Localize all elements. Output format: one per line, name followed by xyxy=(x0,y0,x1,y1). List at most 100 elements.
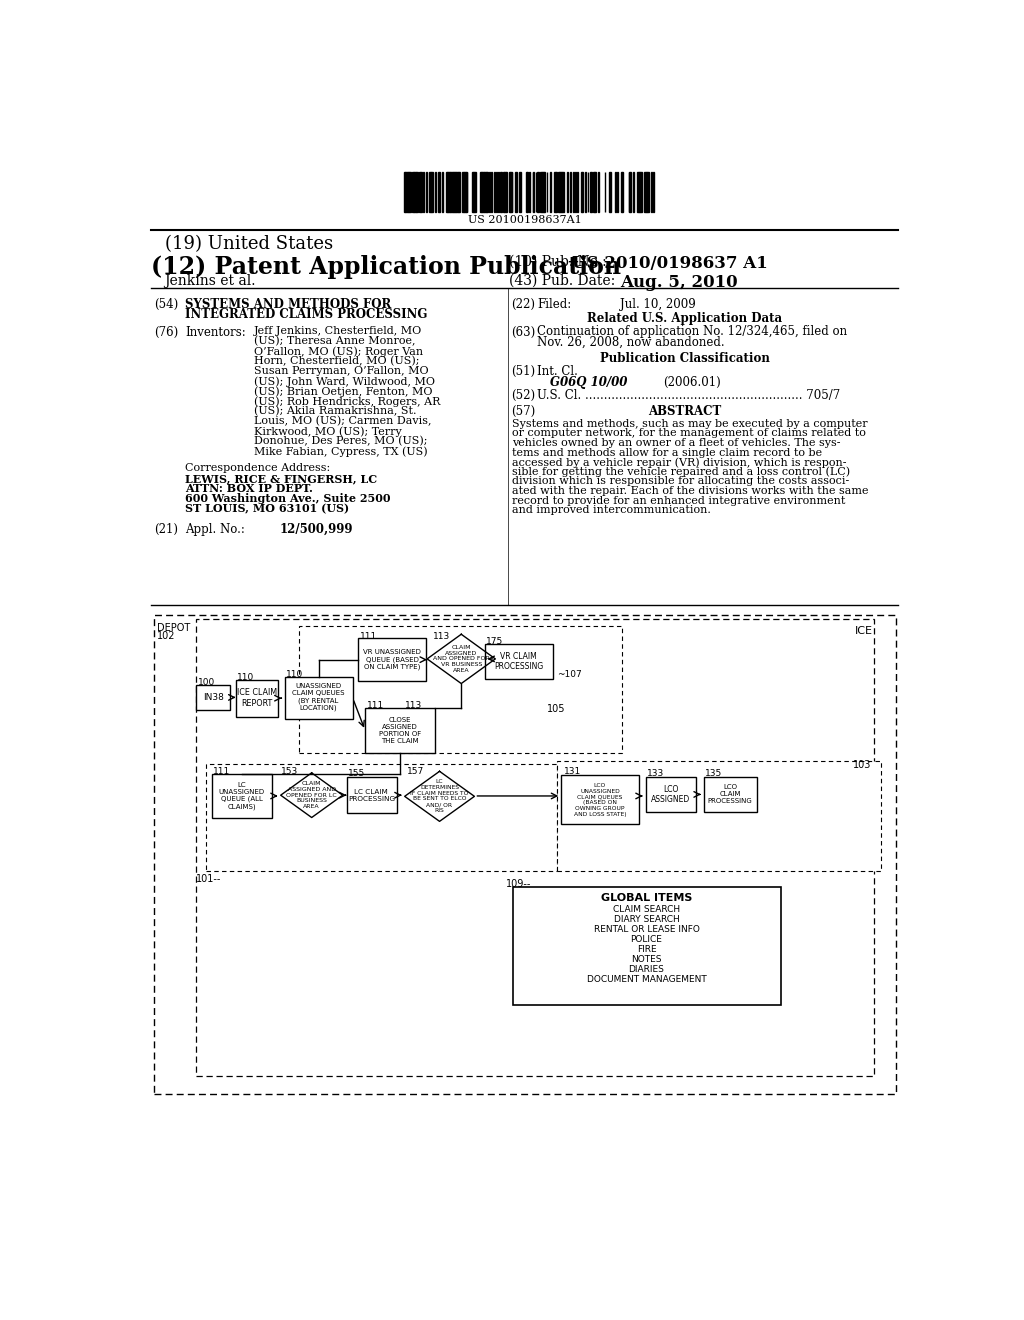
Text: NOTES: NOTES xyxy=(631,954,662,964)
FancyBboxPatch shape xyxy=(557,762,881,871)
Bar xyxy=(630,173,631,213)
Text: (19) United States: (19) United States xyxy=(165,235,334,253)
Text: ABSTRACT: ABSTRACT xyxy=(648,405,721,418)
Text: and improved intercommunication.: and improved intercommunication. xyxy=(512,506,711,515)
Bar xyxy=(509,173,510,213)
Text: (22): (22) xyxy=(512,298,536,310)
Text: (51): (51) xyxy=(512,364,536,378)
Bar xyxy=(490,173,493,213)
Bar xyxy=(456,173,458,213)
Text: LCO
CLAIM
PROCESSING: LCO CLAIM PROCESSING xyxy=(708,784,753,804)
Text: (2006.01): (2006.01) xyxy=(663,376,721,388)
Bar xyxy=(474,173,476,213)
Text: Nov. 26, 2008, now abandoned.: Nov. 26, 2008, now abandoned. xyxy=(538,335,725,348)
Text: 133: 133 xyxy=(647,770,665,777)
Text: 600 Washington Ave., Suite 2500: 600 Washington Ave., Suite 2500 xyxy=(185,494,391,504)
Text: Jenkins et al.: Jenkins et al. xyxy=(164,275,255,288)
Text: (US); Brian Oetjen, Fenton, MO: (US); Brian Oetjen, Fenton, MO xyxy=(254,387,432,397)
Bar xyxy=(559,173,560,213)
Text: Aug. 5, 2010: Aug. 5, 2010 xyxy=(621,275,737,290)
Text: (57): (57) xyxy=(512,405,536,418)
Bar xyxy=(403,173,406,213)
FancyBboxPatch shape xyxy=(484,644,553,678)
Bar xyxy=(482,173,483,213)
Text: LC
UNASSIGNED
QUEUE (ALL
CLAIMS): LC UNASSIGNED QUEUE (ALL CLAIMS) xyxy=(219,781,265,810)
Text: 102: 102 xyxy=(158,631,176,642)
Text: 12/500,999: 12/500,999 xyxy=(280,523,352,536)
Text: sible for getting the vehicle repaired and a loss control (LC): sible for getting the vehicle repaired a… xyxy=(512,467,850,478)
Text: ICE CLAIM
REPORT: ICE CLAIM REPORT xyxy=(237,689,276,708)
Text: 111: 111 xyxy=(213,767,230,776)
Text: IN38: IN38 xyxy=(203,693,223,702)
Text: (US); Rob Hendricks, Rogers, AR: (US); Rob Hendricks, Rogers, AR xyxy=(254,396,440,407)
FancyBboxPatch shape xyxy=(212,775,272,817)
Bar xyxy=(554,173,556,213)
Text: VR UNASSIGNED
QUEUE (BASED
ON CLAIM TYPE): VR UNASSIGNED QUEUE (BASED ON CLAIM TYPE… xyxy=(364,649,421,671)
Text: O’Fallon, MO (US); Roger Van: O’Fallon, MO (US); Roger Van xyxy=(254,346,423,356)
Text: 103: 103 xyxy=(853,760,871,770)
Bar xyxy=(473,173,474,213)
Text: GLOBAL ITEMS: GLOBAL ITEMS xyxy=(601,892,692,903)
FancyBboxPatch shape xyxy=(236,680,279,717)
Bar xyxy=(438,173,439,213)
Text: 110: 110 xyxy=(286,669,303,678)
FancyBboxPatch shape xyxy=(561,775,639,825)
Bar xyxy=(518,173,521,213)
Text: INTEGRATED CLAIMS PROCESSING: INTEGRATED CLAIMS PROCESSING xyxy=(185,308,428,321)
Text: 110: 110 xyxy=(238,673,255,681)
Text: Susan Perryman, O’Fallon, MO: Susan Perryman, O’Fallon, MO xyxy=(254,367,428,376)
Bar xyxy=(640,173,642,213)
Text: DIARIES: DIARIES xyxy=(629,965,665,974)
Text: 105: 105 xyxy=(547,704,566,714)
Text: DIARY SEARCH: DIARY SEARCH xyxy=(613,915,679,924)
Bar xyxy=(609,173,611,213)
Text: DEPOT: DEPOT xyxy=(158,623,190,634)
Bar xyxy=(647,173,649,213)
Polygon shape xyxy=(427,635,496,684)
Polygon shape xyxy=(404,771,474,821)
Text: LCO
UNASSIGNED
CLAIM QUEUES
(BASED ON
OWNING GROUP
AND LOSS STATE): LCO UNASSIGNED CLAIM QUEUES (BASED ON OW… xyxy=(573,783,627,817)
Text: SYSTEMS AND METHODS FOR: SYSTEMS AND METHODS FOR xyxy=(185,298,391,310)
Text: vehicles owned by an owner of a fleet of vehicles. The sys-: vehicles owned by an owner of a fleet of… xyxy=(512,438,840,447)
Text: US 20100198637A1: US 20100198637A1 xyxy=(468,215,582,226)
Text: Donohue, Des Peres, MO (US);: Donohue, Des Peres, MO (US); xyxy=(254,437,427,446)
Text: LC
DETERMINES
IF CLAIM NEEDS TO
BE SENT TO ELCO
AND/ OR
RIS: LC DETERMINES IF CLAIM NEEDS TO BE SENT … xyxy=(411,779,469,813)
FancyBboxPatch shape xyxy=(646,777,696,812)
Text: Jul. 10, 2009: Jul. 10, 2009 xyxy=(621,298,696,310)
Bar xyxy=(446,173,449,213)
Text: accessed by a vehicle repair (VR) division, which is respon-: accessed by a vehicle repair (VR) divisi… xyxy=(512,457,846,467)
Text: VR CLAIM
PROCESSING: VR CLAIM PROCESSING xyxy=(494,652,543,671)
Bar xyxy=(464,173,466,213)
Text: Filed:: Filed: xyxy=(538,298,571,310)
Text: FIRE: FIRE xyxy=(637,945,656,953)
Bar xyxy=(504,173,506,213)
Text: (43) Pub. Date:: (43) Pub. Date: xyxy=(509,275,615,288)
Text: 175: 175 xyxy=(486,638,504,647)
Text: 113: 113 xyxy=(404,701,422,710)
Text: CLAIM
ASSIGNED AND
OPENED FOR LC
BUSINESS
AREA: CLAIM ASSIGNED AND OPENED FOR LC BUSINES… xyxy=(287,781,337,809)
FancyBboxPatch shape xyxy=(703,777,757,812)
Bar xyxy=(429,173,431,213)
Text: Kirkwood, MO (US); Terry: Kirkwood, MO (US); Terry xyxy=(254,426,401,437)
FancyBboxPatch shape xyxy=(346,777,397,813)
FancyBboxPatch shape xyxy=(513,887,780,1005)
Text: 113: 113 xyxy=(432,632,450,642)
Text: 111: 111 xyxy=(367,701,384,710)
Text: 109--: 109-- xyxy=(506,879,531,890)
Text: Louis, MO (US); Carmen Davis,: Louis, MO (US); Carmen Davis, xyxy=(254,416,431,426)
Text: DOCUMENT MANAGEMENT: DOCUMENT MANAGEMENT xyxy=(587,974,707,983)
Text: Publication Classification: Publication Classification xyxy=(599,352,769,366)
Text: LCO
ASSIGNED: LCO ASSIGNED xyxy=(651,784,690,804)
Bar xyxy=(414,173,417,213)
Bar xyxy=(515,173,517,213)
Polygon shape xyxy=(281,774,343,817)
Bar xyxy=(577,173,579,213)
Bar xyxy=(566,173,568,213)
Text: Int. Cl.: Int. Cl. xyxy=(538,364,579,378)
Bar xyxy=(637,173,639,213)
Text: POLICE: POLICE xyxy=(631,935,663,944)
Bar xyxy=(480,173,482,213)
Text: UNASSIGNED
CLAIM QUEUES
(BY RENTAL
LOCATION): UNASSIGNED CLAIM QUEUES (BY RENTAL LOCAT… xyxy=(293,684,345,711)
Bar xyxy=(542,173,544,213)
Text: US 2010/0198637 A1: US 2010/0198637 A1 xyxy=(572,255,768,272)
